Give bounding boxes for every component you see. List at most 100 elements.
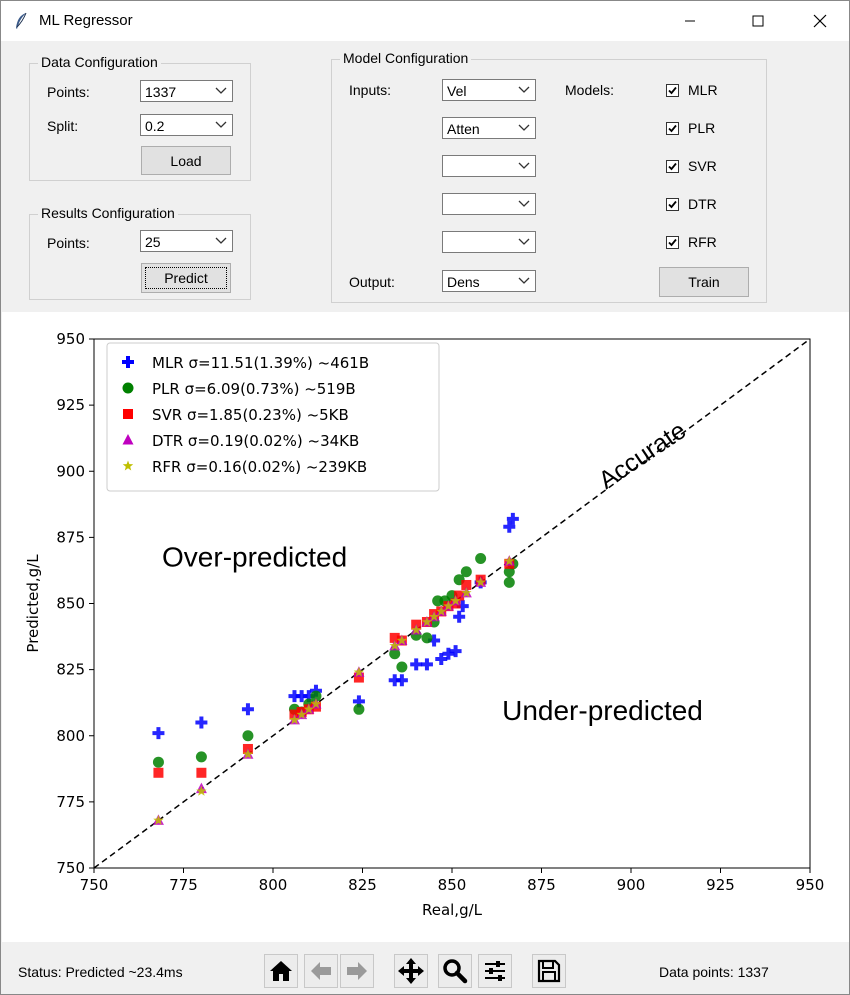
data-point	[310, 698, 322, 709]
maximize-button[interactable]	[735, 1, 781, 41]
data-config-group: Data Configuration	[29, 54, 251, 181]
maximize-icon	[752, 15, 764, 27]
model-checkbox-svr[interactable]	[666, 160, 679, 173]
train-button[interactable]: Train	[659, 267, 749, 297]
data-point	[461, 587, 472, 598]
x-tick-label: 900	[617, 876, 646, 894]
x-tick-label: 775	[169, 876, 198, 894]
split-combo[interactable]: 0.2	[140, 114, 233, 136]
model-label-svr: SVR	[688, 158, 717, 174]
results-config-title: Results Configuration	[38, 205, 178, 221]
data-config-title: Data Configuration	[38, 54, 161, 70]
save-button[interactable]	[532, 954, 566, 988]
results-points-combo[interactable]: 25	[140, 230, 233, 252]
data-point	[396, 635, 408, 645]
configure-icon	[485, 961, 505, 981]
forward-button[interactable]	[340, 954, 374, 988]
save-icon	[537, 959, 561, 983]
checkmark-icon	[668, 200, 677, 209]
predict-button[interactable]: Predict	[141, 263, 231, 293]
model-config-group: Model Configuration	[331, 50, 767, 303]
load-button[interactable]: Load	[141, 146, 231, 175]
y-tick-label: 875	[56, 528, 85, 546]
model-label-rfr: RFR	[688, 234, 717, 250]
data-point	[460, 566, 472, 578]
legend-entry: MLR σ=11.51(1.39%) ~461B	[152, 354, 369, 372]
results-points-value: 25	[145, 234, 161, 250]
data-point	[389, 632, 400, 643]
back-button[interactable]	[304, 954, 338, 988]
data-point	[396, 661, 408, 673]
data-point	[456, 600, 469, 613]
data-point	[295, 690, 308, 703]
data-points-combo[interactable]: 1337	[140, 80, 233, 102]
data-point	[389, 640, 400, 651]
output-label: Output:	[349, 274, 395, 290]
data-point	[503, 520, 516, 533]
minimize-button[interactable]	[667, 1, 713, 41]
model-checkbox-rfr[interactable]	[666, 236, 679, 249]
input-combo-3[interactable]	[442, 155, 536, 177]
zoom-button[interactable]	[438, 954, 472, 988]
data-point	[454, 590, 465, 601]
input-combo-4[interactable]	[442, 193, 536, 215]
data-point	[475, 553, 487, 565]
input-combo-5[interactable]	[442, 231, 536, 253]
model-checkbox-mlr[interactable]	[666, 84, 679, 97]
legend: MLR σ=11.51(1.39%) ~461B PLR σ=6.09(0.73%…	[106, 342, 440, 492]
y-tick-label: 750	[56, 859, 85, 877]
data-point	[196, 767, 207, 778]
output-combo[interactable]: Dens	[442, 270, 536, 292]
y-tick-label: 775	[56, 793, 85, 811]
split-value: 0.2	[145, 118, 165, 134]
input-combo-2[interactable]: Atten	[442, 117, 536, 139]
x-tick-label: 950	[796, 876, 825, 894]
data-point	[410, 624, 422, 635]
y-tick-label: 950	[56, 330, 85, 348]
x-tick-label: 875	[527, 876, 556, 894]
configure-button[interactable]	[478, 954, 512, 988]
model-label-dtr: DTR	[688, 196, 717, 212]
data-points-label: Points:	[47, 84, 90, 100]
chevron-down-icon	[215, 87, 227, 94]
data-point	[503, 576, 515, 588]
scatter-chart: 750 775 800 825 850 875 900 925 950 750 775 800 825 8…	[24, 330, 825, 919]
checkmark-icon	[668, 162, 677, 171]
data-points-value: 1337	[145, 84, 177, 100]
minimize-icon	[685, 20, 695, 22]
x-tick-label: 925	[706, 876, 735, 894]
data-point	[443, 600, 454, 611]
chevron-down-icon	[215, 121, 227, 128]
x-tick-label: 800	[259, 876, 288, 894]
pan-button[interactable]	[394, 954, 428, 988]
input-value-1: Vel	[447, 83, 467, 99]
legend-marker	[123, 409, 133, 419]
x-tick-label: 850	[438, 876, 467, 894]
model-label-plr: PLR	[688, 120, 716, 136]
models-label: Models:	[565, 82, 615, 98]
close-button[interactable]	[797, 1, 843, 41]
y-tick-label: 925	[56, 396, 85, 414]
plot-area: 750 775 800 825 850 875 900 925 950 750 775 800 825 8…	[2, 312, 849, 942]
status-bar: Status: Predicted ~23.4ms Data points: 1…	[2, 944, 849, 994]
legend-marker	[122, 382, 134, 394]
legend-marker	[122, 460, 134, 471]
data-point	[436, 605, 447, 616]
feather-icon	[16, 12, 27, 29]
home-button[interactable]	[264, 954, 298, 988]
zoom-icon	[443, 959, 468, 984]
data-point	[153, 814, 164, 825]
model-checkbox-dtr[interactable]	[666, 198, 679, 211]
chevron-down-icon	[518, 86, 530, 93]
x-tick-label: 750	[80, 876, 109, 894]
data-point	[410, 658, 423, 671]
model-checkbox-plr[interactable]	[666, 122, 679, 135]
data-point	[241, 703, 254, 716]
data-point	[310, 690, 322, 702]
input-combo-1[interactable]: Vel	[442, 79, 536, 101]
forward-icon	[347, 962, 367, 980]
data-point	[442, 647, 455, 660]
data-point	[296, 709, 307, 720]
chevron-down-icon	[518, 200, 530, 207]
